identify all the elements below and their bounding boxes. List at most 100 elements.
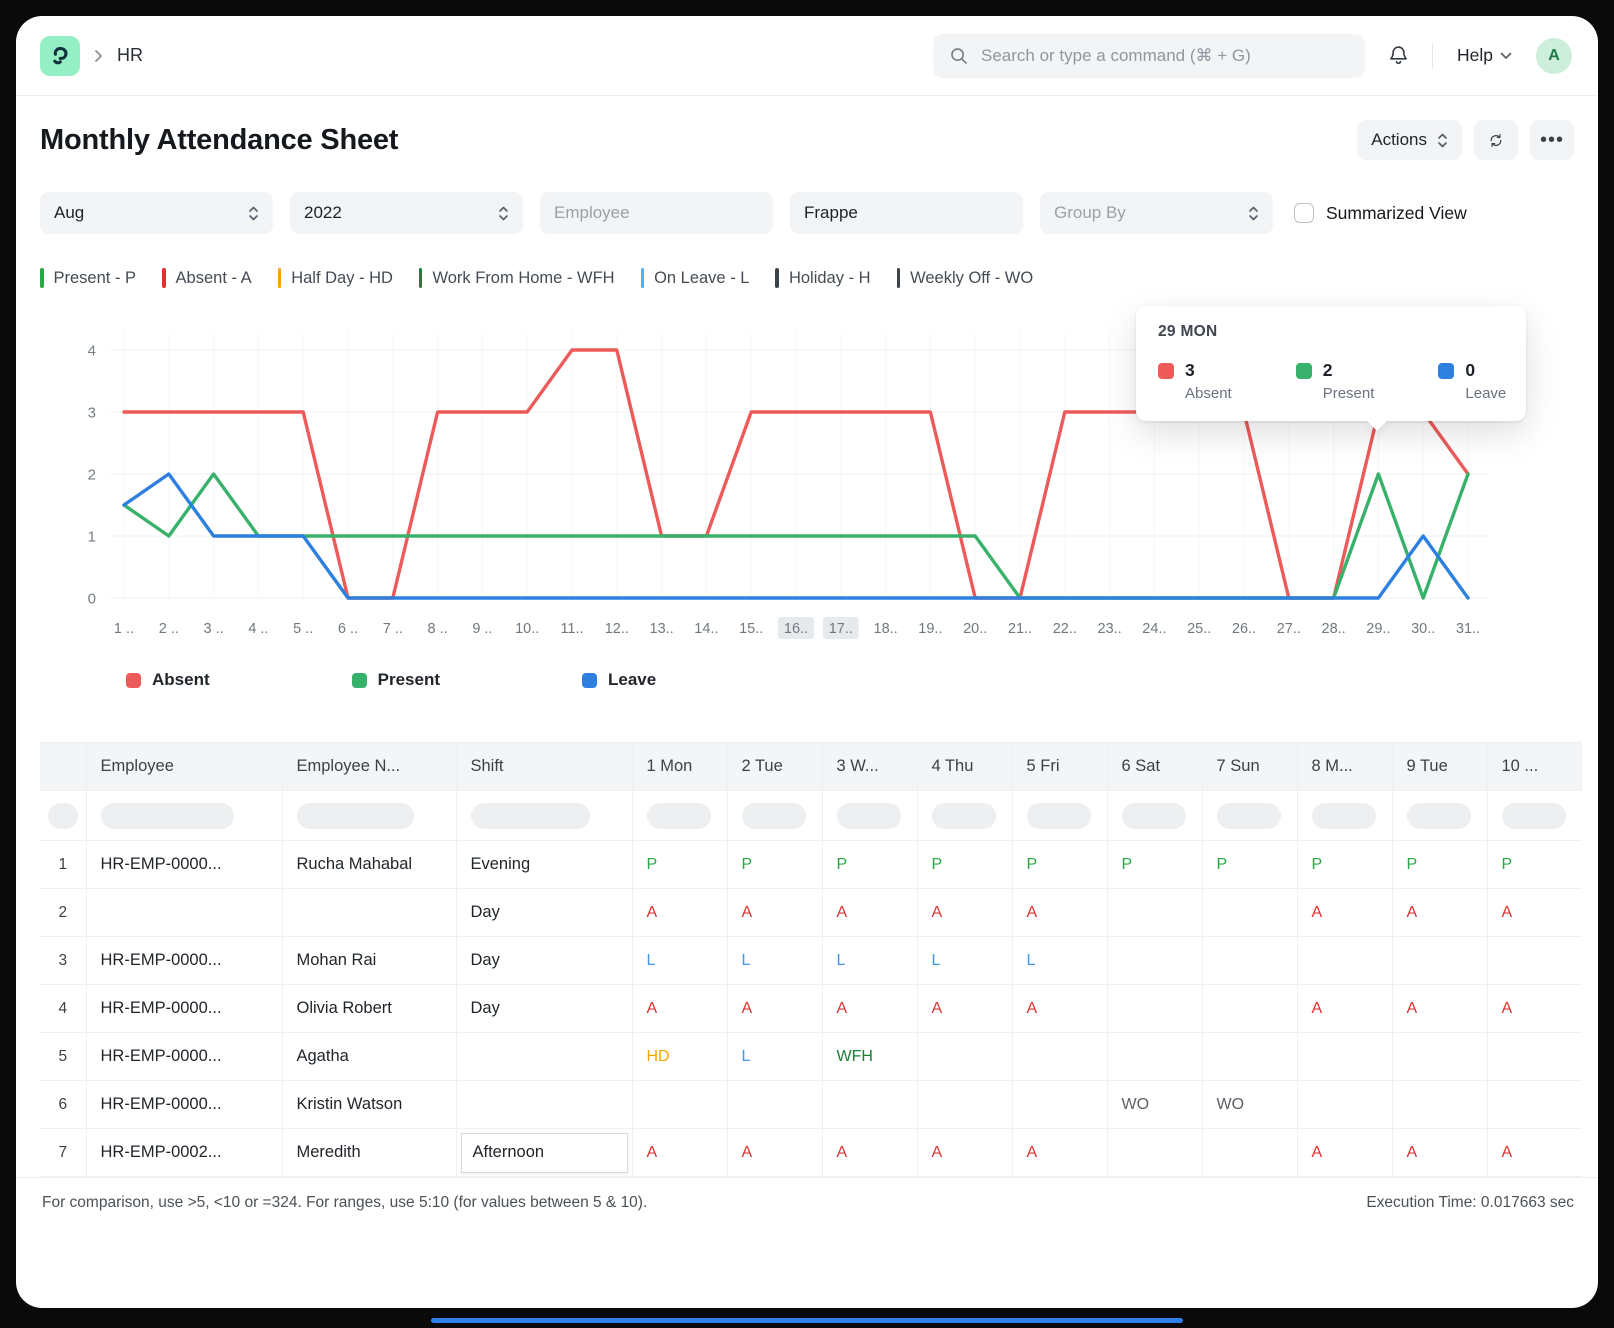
cell-shift[interactable] <box>456 1080 633 1129</box>
cell-attendance-status[interactable]: A <box>1392 1128 1488 1177</box>
chart-legend-item[interactable]: Present <box>351 670 440 690</box>
column-filter-input[interactable] <box>1216 802 1281 829</box>
cell-attendance-status[interactable] <box>1012 1080 1108 1129</box>
cell-employee-id[interactable]: HR-EMP-0000... <box>86 984 283 1033</box>
cell-attendance-status[interactable] <box>1202 1128 1298 1177</box>
cell-attendance-status[interactable]: L <box>727 936 823 985</box>
column-header[interactable]: Employee N... <box>282 742 457 791</box>
column-filter-input[interactable] <box>1121 802 1186 829</box>
cell-attendance-status[interactable]: A <box>1297 984 1393 1033</box>
cell-attendance-status[interactable]: A <box>1487 984 1582 1033</box>
column-filter-input[interactable] <box>931 802 996 829</box>
cell-attendance-status[interactable] <box>1012 1032 1108 1081</box>
column-header[interactable]: 6 Sat <box>1107 742 1203 791</box>
cell-employee-name[interactable]: Olivia Robert <box>282 984 457 1033</box>
column-filter-input[interactable] <box>100 802 235 829</box>
cell-attendance-status[interactable]: L <box>917 936 1013 985</box>
column-header[interactable]: 5 Fri <box>1012 742 1108 791</box>
cell-attendance-status[interactable]: A <box>632 888 728 937</box>
cell-attendance-status[interactable] <box>1297 936 1393 985</box>
column-filter-input[interactable] <box>1406 802 1471 829</box>
column-filter-input[interactable] <box>1026 802 1091 829</box>
cell-employee-name[interactable]: Meredith <box>282 1128 457 1177</box>
column-header[interactable]: Employee <box>86 742 283 791</box>
cell-attendance-status[interactable] <box>1487 936 1582 985</box>
cell-shift-selected[interactable]: Afternoon <box>456 1128 633 1177</box>
month-select[interactable]: Aug <box>40 192 273 234</box>
summarized-view-checkbox[interactable] <box>1294 203 1314 223</box>
cell-attendance-status[interactable] <box>1107 936 1203 985</box>
cell-shift[interactable] <box>456 1032 633 1081</box>
cell-attendance-status[interactable] <box>1107 1128 1203 1177</box>
column-filter-input[interactable] <box>836 802 901 829</box>
cell-attendance-status[interactable]: A <box>917 984 1013 1033</box>
cell-attendance-status[interactable]: L <box>1012 936 1108 985</box>
cell-shift[interactable]: Day <box>456 936 633 985</box>
cell-attendance-status[interactable] <box>1202 984 1298 1033</box>
employee-filter-input[interactable]: Employee <box>540 192 773 234</box>
cell-attendance-status[interactable] <box>1202 936 1298 985</box>
breadcrumb[interactable]: HR <box>117 45 143 65</box>
year-select[interactable]: 2022 <box>290 192 523 234</box>
column-header[interactable]: 8 M... <box>1297 742 1393 791</box>
summarized-view-toggle[interactable]: Summarized View <box>1294 203 1467 224</box>
cell-attendance-status[interactable] <box>1202 888 1298 937</box>
cell-attendance-status[interactable] <box>917 1080 1013 1129</box>
cell-attendance-status[interactable] <box>1107 888 1203 937</box>
cell-employee-id[interactable]: HR-EMP-0000... <box>86 840 283 889</box>
column-header[interactable]: 2 Tue <box>727 742 823 791</box>
cell-attendance-status[interactable]: A <box>727 888 823 937</box>
cell-attendance-status[interactable]: P <box>1107 840 1203 889</box>
cell-shift[interactable]: Day <box>456 984 633 1033</box>
column-filter-input[interactable] <box>470 802 590 829</box>
cell-attendance-status[interactable]: P <box>1392 840 1488 889</box>
avatar[interactable]: A <box>1536 37 1572 74</box>
cell-attendance-status[interactable]: P <box>822 840 918 889</box>
column-filter-input[interactable] <box>1311 802 1376 829</box>
cell-attendance-status[interactable]: L <box>822 936 918 985</box>
cell-employee-name[interactable]: Rucha Mahabal <box>282 840 457 889</box>
cell-attendance-status[interactable]: P <box>1487 840 1582 889</box>
cell-attendance-status[interactable] <box>917 1032 1013 1081</box>
cell-attendance-status[interactable] <box>1107 984 1203 1033</box>
cell-attendance-status[interactable]: A <box>1297 888 1393 937</box>
cell-attendance-status[interactable]: A <box>727 1128 823 1177</box>
cell-employee-name[interactable]: Kristin Watson <box>282 1080 457 1129</box>
actions-button[interactable]: Actions <box>1357 120 1462 160</box>
cell-attendance-status[interactable] <box>1392 936 1488 985</box>
chart-legend-item[interactable]: Leave <box>582 670 656 690</box>
cell-attendance-status[interactable]: A <box>1297 1128 1393 1177</box>
cell-attendance-status[interactable]: A <box>632 1128 728 1177</box>
column-header[interactable]: 1 Mon <box>632 742 728 791</box>
cell-attendance-status[interactable]: L <box>727 1032 823 1081</box>
global-search-input[interactable]: Search or type a command (⌘ + G) <box>933 33 1365 78</box>
cell-attendance-status[interactable]: A <box>1392 984 1488 1033</box>
cell-employee-id[interactable]: HR-EMP-0000... <box>86 936 283 985</box>
cell-attendance-status[interactable]: P <box>727 840 823 889</box>
cell-attendance-status[interactable]: A <box>1487 1128 1582 1177</box>
cell-attendance-status[interactable]: P <box>1202 840 1298 889</box>
cell-attendance-status[interactable]: WO <box>1202 1080 1298 1129</box>
column-header[interactable]: 7 Sun <box>1202 742 1298 791</box>
column-filter-input[interactable] <box>646 802 711 829</box>
cell-employee-name[interactable]: Agatha <box>282 1032 457 1081</box>
cell-employee-name[interactable] <box>282 888 457 937</box>
cell-attendance-status[interactable]: P <box>1297 840 1393 889</box>
cell-attendance-status[interactable] <box>1392 1032 1488 1081</box>
column-header[interactable]: 9 Tue <box>1392 742 1488 791</box>
chart-legend-item[interactable]: Absent <box>126 670 210 690</box>
cell-attendance-status[interactable] <box>1487 1080 1582 1129</box>
cell-employee-id[interactable]: HR-EMP-0000... <box>86 1032 283 1081</box>
company-filter-input[interactable]: Frappe <box>790 192 1023 234</box>
column-header[interactable]: Shift <box>456 742 633 791</box>
cell-attendance-status[interactable]: A <box>632 984 728 1033</box>
cell-attendance-status[interactable]: WO <box>1107 1080 1203 1129</box>
cell-employee-id[interactable] <box>86 888 283 937</box>
cell-attendance-status[interactable]: P <box>1012 840 1108 889</box>
column-header[interactable]: 4 Thu <box>917 742 1013 791</box>
cell-attendance-status[interactable]: A <box>822 888 918 937</box>
cell-attendance-status[interactable]: HD <box>632 1032 728 1081</box>
cell-attendance-status[interactable] <box>632 1080 728 1129</box>
more-menu-button[interactable]: ••• <box>1530 120 1574 160</box>
cell-attendance-status[interactable]: L <box>632 936 728 985</box>
